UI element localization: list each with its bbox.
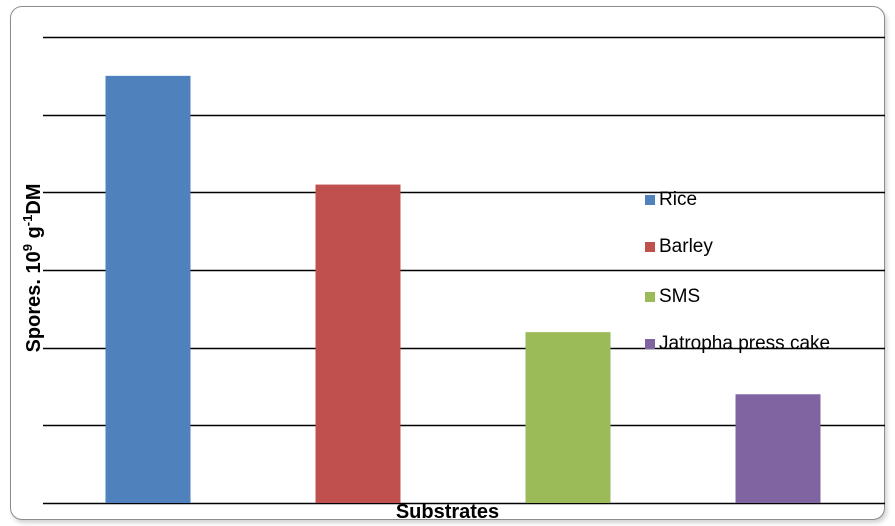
legend-item-sms: SMS [645, 286, 700, 308]
legend-item-barley: Barley [645, 236, 713, 258]
bar-rice [105, 75, 191, 503]
y-axis-label-text: Spores. 10 [22, 251, 45, 353]
legend-item-jatropha: Jatropha press cake [645, 333, 830, 355]
legend: Rice Barley SMS Jatropha press cake [645, 0, 885, 526]
x-axis-label: Substrates [395, 501, 500, 523]
legend-swatch-jatropha [645, 339, 655, 349]
bar-jatropha-press-cake [735, 394, 821, 503]
legend-label-sms: SMS [659, 286, 701, 307]
bars [105, 75, 821, 504]
legend-label-barley: Barley [659, 236, 713, 257]
y-axis-label: Spores. 109 g-1DM [20, 184, 46, 353]
y-axis-label-exponent: 9 [20, 244, 36, 252]
bar-sms [525, 332, 611, 503]
legend-swatch-sms [645, 292, 655, 302]
legend-item-rice: Rice [645, 189, 697, 211]
y-axis-label-unit-exponent: -1 [20, 214, 36, 227]
y-axis-label-end: DM [22, 183, 45, 215]
legend-swatch-barley [645, 242, 655, 252]
legend-swatch-rice [645, 195, 655, 205]
legend-label-rice: Rice [659, 189, 698, 210]
bar-barley [315, 184, 401, 504]
y-axis-label-unit: g [22, 226, 45, 245]
legend-label-jatropha: Jatropha press cake [659, 333, 831, 354]
